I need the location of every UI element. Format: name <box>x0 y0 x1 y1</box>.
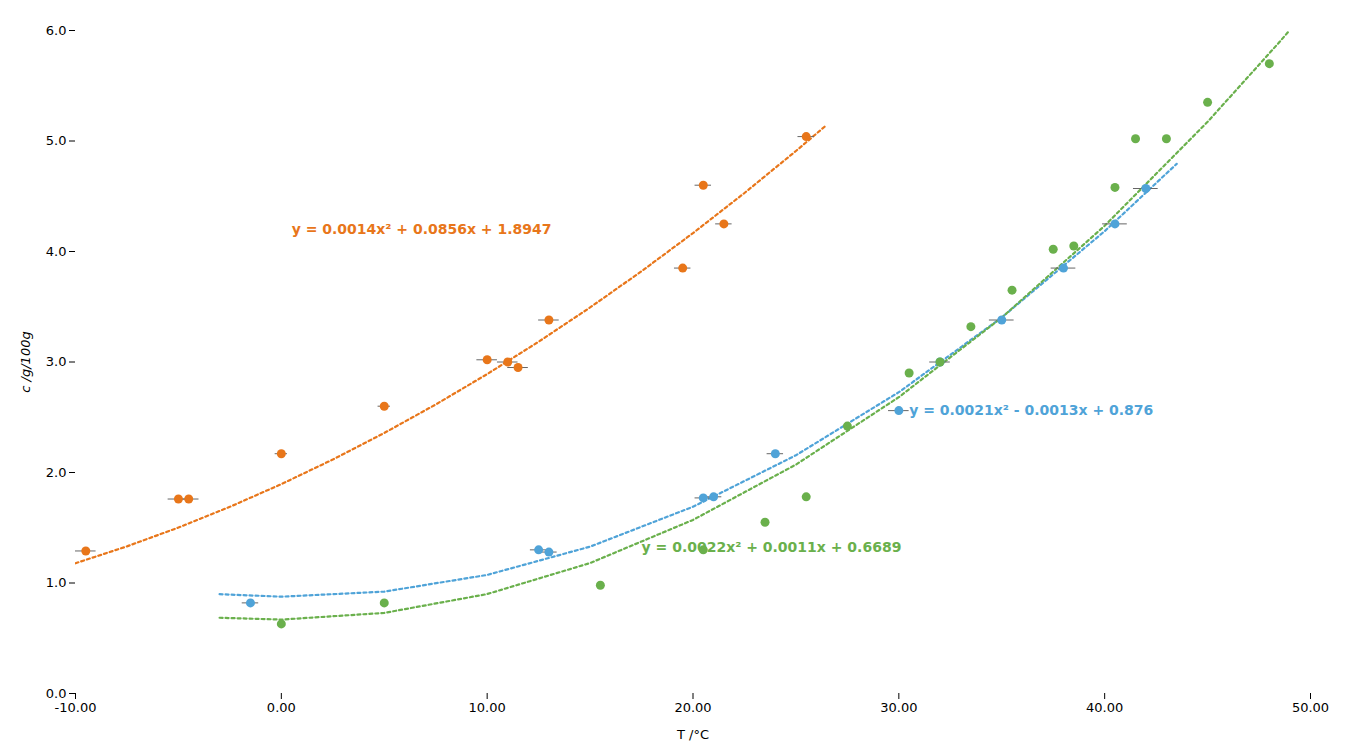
svg-text:-10.00: -10.00 <box>55 700 97 715</box>
svg-text:0.00: 0.00 <box>267 700 296 715</box>
svg-text:y = 0.0022x² + 0.0011x + 0.668: y = 0.0022x² + 0.0011x + 0.6689 <box>642 539 902 555</box>
svg-text:y = 0.0014x² + 0.0856x + 1.894: y = 0.0014x² + 0.0856x + 1.8947 <box>292 221 552 237</box>
svg-text:1.0: 1.0 <box>46 575 67 590</box>
svg-text:T /°C: T /°C <box>676 727 709 742</box>
svg-text:4.0: 4.0 <box>46 244 67 259</box>
svg-text:50.00: 50.00 <box>1292 700 1329 715</box>
svg-text:30.00: 30.00 <box>880 700 917 715</box>
svg-text:10.00: 10.00 <box>469 700 506 715</box>
svg-text:40.00: 40.00 <box>1086 700 1123 715</box>
svg-text:20.00: 20.00 <box>674 700 711 715</box>
svg-text:5.0: 5.0 <box>46 133 67 148</box>
svg-text:c /g/100g: c /g/100g <box>18 331 33 392</box>
svg-text:6.0: 6.0 <box>46 23 67 38</box>
svg-text:0.0: 0.0 <box>46 686 67 701</box>
svg-text:2.0: 2.0 <box>46 465 67 480</box>
svg-text:y = 0.0021x² - 0.0013x + 0.876: y = 0.0021x² - 0.0013x + 0.876 <box>909 402 1153 418</box>
svg-text:3.0: 3.0 <box>46 354 67 369</box>
